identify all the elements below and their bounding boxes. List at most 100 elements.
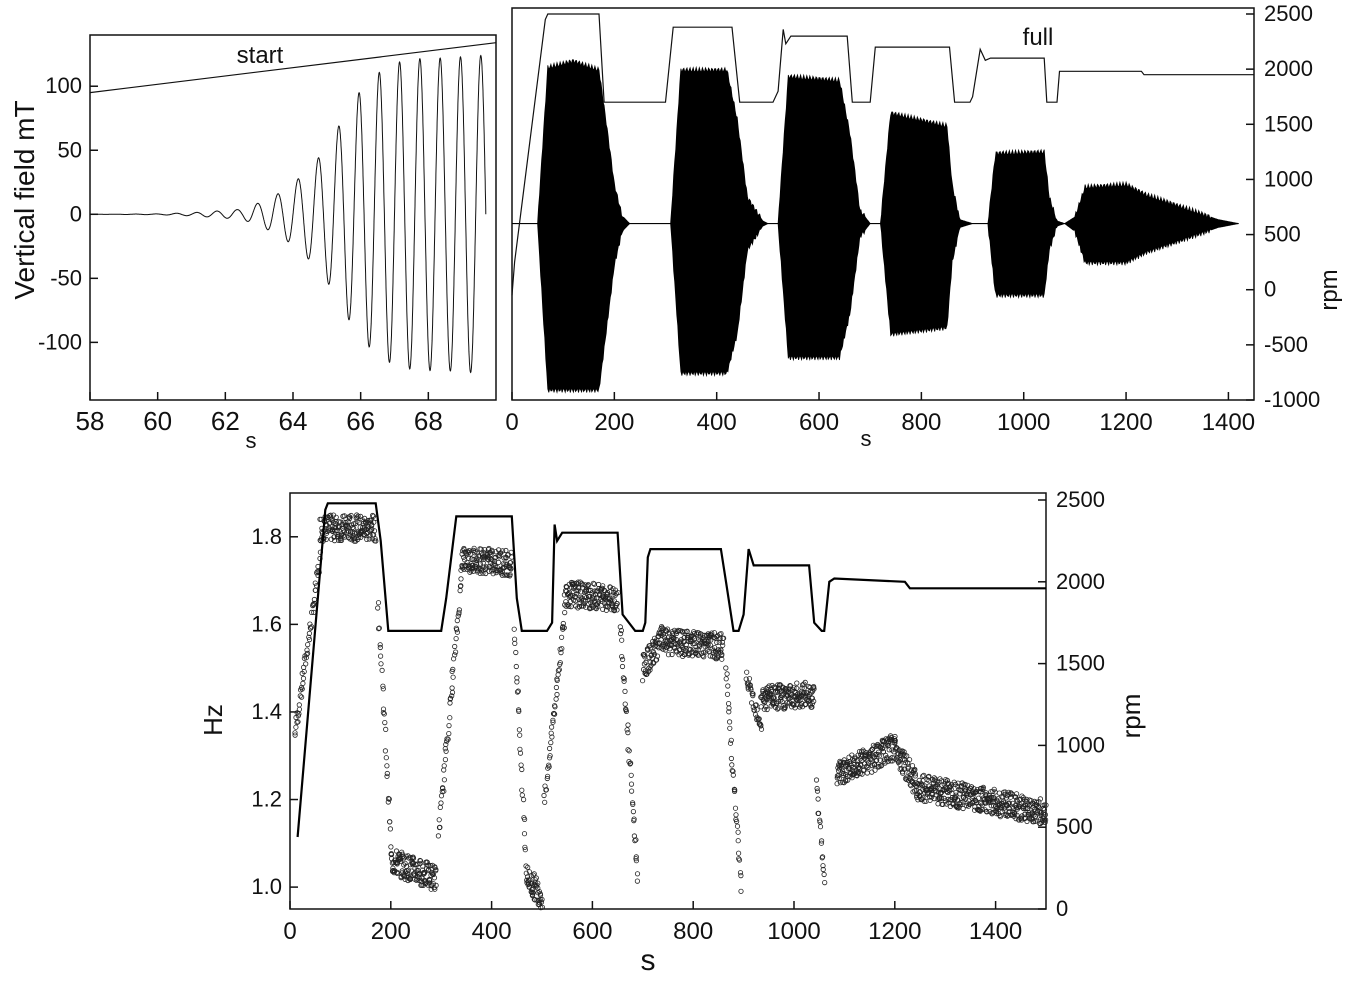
frequency-point [619,656,626,663]
frequency-point [818,838,825,844]
frequency-point [653,657,660,663]
field-oscillation-envelope [512,59,1239,394]
frequency-point [926,773,932,779]
bottom-x-tick-label-400: 400 [472,918,512,945]
frequency-point [300,680,306,687]
frequency-point [306,630,312,637]
frequency-point [369,526,375,533]
frequency-scatter [292,512,1049,911]
frequency-point [730,768,736,774]
frequency-point [449,689,456,696]
top-right-x-tick-label-200: 200 [594,409,634,436]
frequency-point [609,597,615,603]
frequency-point [308,609,315,616]
frequency-point [415,861,421,867]
frequency-point [553,684,560,691]
frequency-point [697,643,703,650]
frequency-point [980,786,986,793]
frequency-point [837,759,844,766]
frequency-point [634,871,641,877]
frequency-point [904,753,910,759]
frequency-point [522,844,528,850]
frequency-point [955,783,961,790]
top-right-x-unit: s [861,426,872,451]
frequency-point [720,642,726,648]
frequency-point [624,727,630,733]
frequency-point [902,759,908,766]
frequency-point [822,879,828,886]
frequency-point [632,837,638,844]
frequency-point [618,627,625,634]
bottom-x-tick-label-0: 0 [283,918,296,945]
frequency-point [634,878,641,884]
frequency-point [453,635,459,642]
frequency-point [819,854,826,860]
frequency-point [431,875,438,881]
frequency-point [619,637,625,643]
frequency-point [678,650,684,657]
frequency-point [554,677,560,684]
frequency-point [647,645,654,651]
frequency-point [521,831,528,837]
frequency-point [438,793,445,799]
frequency-point [711,630,718,636]
top-right-rpm-tick-label--1000: -1000 [1264,387,1320,412]
frequency-point [469,556,475,562]
frequency-point [519,787,525,793]
frequency-point [541,792,547,799]
frequency-point [808,690,814,696]
frequency-point [623,706,629,712]
frequency-point [337,519,344,525]
frequency-point [454,617,460,624]
frequency-point [910,780,916,786]
frequency-point [921,772,927,779]
frequency-point [517,746,523,752]
bottom-y-axis-title: Hz [198,704,228,736]
frequency-point [851,761,857,768]
frequency-point [573,591,580,597]
frequency-point [342,534,348,540]
bottom-x-tick-label-1400: 1400 [969,918,1022,945]
bottom-rpm-tick-label-500: 500 [1056,814,1093,839]
frequency-point [758,726,765,732]
frequency-point [445,736,451,742]
frequency-point [560,620,566,627]
frequency-point [642,668,649,674]
frequency-point [433,868,439,874]
frequency-point [536,888,543,895]
frequency-point [452,649,459,655]
top-right-rpm-tick-label--500: -500 [1264,332,1308,357]
full-rpm-trace [511,13,1254,296]
frequency-point [633,837,639,843]
frequency-point [375,605,381,611]
frequency-point [514,689,521,695]
frequency-point [705,642,711,648]
frequency-point [658,626,664,632]
frequency-point [818,840,825,846]
frequency-point [292,730,298,736]
top-left-x-unit: s [246,428,257,453]
frequency-point [300,675,307,682]
frequency-point [539,896,545,903]
frequency-point [450,674,456,680]
frequency-point [673,636,679,643]
frequency-point [1031,812,1037,818]
frequency-point [552,704,558,710]
frequency-point [683,641,689,648]
frequency-point [794,680,800,686]
frequency-point [733,812,739,818]
frequency-point [465,555,472,561]
frequency-point [443,748,449,754]
frequency-point [888,758,894,764]
frequency-point [511,636,518,642]
frequency-point [518,762,524,768]
frequency-point [546,764,552,770]
frequency-point [921,798,927,804]
frequency-point [617,624,623,630]
frequency-point [1041,807,1048,813]
frequency-point [965,792,971,798]
frequency-point [647,659,653,665]
frequency-point [889,736,895,743]
frequency-point [1024,796,1030,803]
frequency-point [1028,798,1034,804]
